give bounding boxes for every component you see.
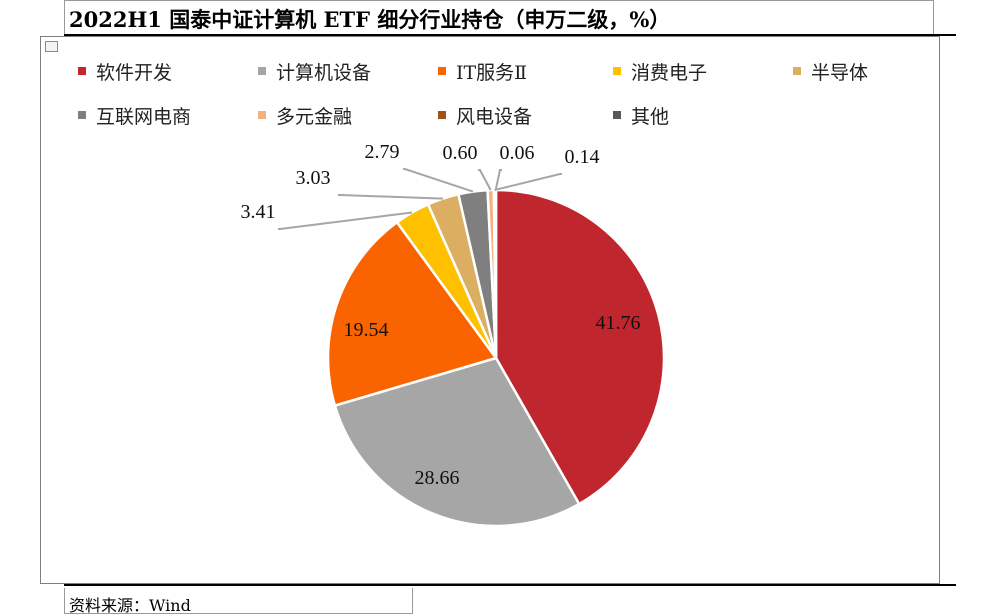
- legend-swatch: [613, 111, 621, 119]
- legend-label: 其他: [631, 106, 669, 128]
- pie-slice: [494, 188, 498, 360]
- leader-line: [478, 169, 492, 191]
- leader-line: [494, 169, 502, 191]
- leader-line: [403, 168, 474, 193]
- data-label: 3.41: [241, 201, 276, 223]
- data-label: 3.03: [296, 167, 331, 189]
- pie-slice: [494, 188, 666, 506]
- data-label: 41.76: [596, 312, 641, 334]
- leader-line: [278, 211, 413, 230]
- bottom-rule: [64, 584, 956, 586]
- legend-label: 计算机设备: [276, 62, 371, 84]
- source-note: 资料来源：Wind: [69, 596, 191, 615]
- data-label: 0.14: [565, 146, 600, 168]
- pie-slice: [333, 356, 581, 528]
- legend-label: 多元金融: [276, 106, 352, 128]
- top-rule: [64, 34, 956, 36]
- legend-swatch: [78, 111, 86, 119]
- legend-swatch: [258, 67, 266, 75]
- legend-label: 消费电子: [631, 62, 707, 84]
- leader-line: [338, 194, 444, 200]
- data-label: 19.54: [344, 319, 389, 341]
- legend-swatch: [793, 67, 801, 75]
- pie-slice: [326, 221, 498, 407]
- leader-line: [494, 173, 562, 191]
- legend-label: IT服务Ⅱ: [456, 62, 527, 84]
- legend-label: 互联网电商: [96, 106, 191, 128]
- legend-swatch: [613, 67, 621, 75]
- image-placeholder-icon: [45, 41, 58, 52]
- source-box: 资料来源：Wind: [64, 588, 413, 615]
- legend-label: 风电设备: [456, 106, 532, 128]
- legend-swatch: [438, 67, 446, 75]
- chart-title: 2022H1 国泰中证计算机 ETF 细分行业持仓（申万二级，%）: [69, 7, 671, 32]
- legend-label: 软件开发: [96, 62, 172, 84]
- data-label: 0.06: [500, 142, 535, 164]
- chart-title-box: 2022H1 国泰中证计算机 ETF 细分行业持仓（申万二级，%）: [64, 0, 934, 34]
- data-label: 0.60: [443, 142, 478, 164]
- chart-frame: [40, 36, 940, 584]
- data-label: 2.79: [365, 141, 400, 163]
- legend-swatch: [438, 111, 446, 119]
- legend-swatch: [78, 67, 86, 75]
- data-label: 28.66: [415, 467, 460, 489]
- legend-label: 半导体: [811, 62, 868, 84]
- legend-swatch: [258, 111, 266, 119]
